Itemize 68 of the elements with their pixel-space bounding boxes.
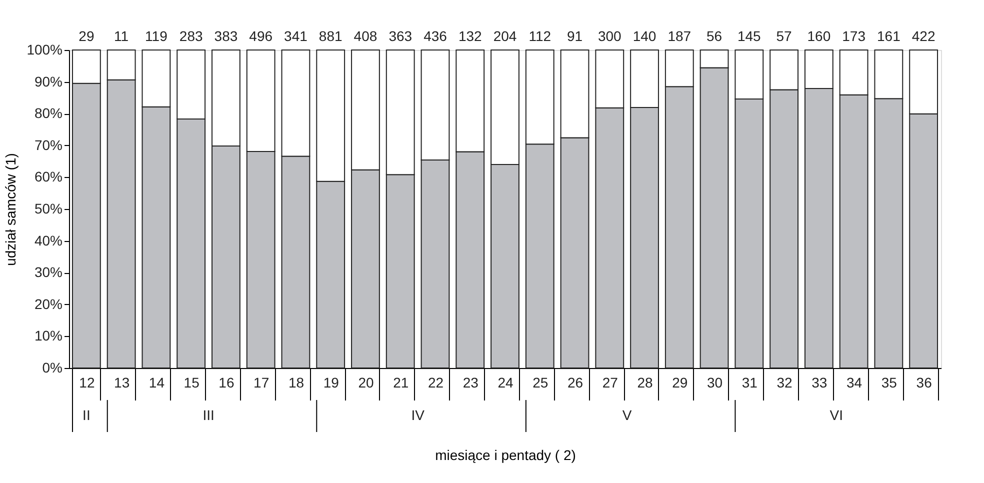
annotation: 408 — [354, 28, 378, 44]
x-tick-label: 36 — [916, 374, 932, 390]
x-tick-label: 30 — [706, 374, 723, 390]
x-tick-label: 33 — [812, 374, 828, 390]
y-tick-label: 30% — [34, 264, 62, 280]
annotation: 436 — [424, 28, 448, 44]
x-tick-label: 31 — [742, 374, 758, 390]
annotation: 204 — [493, 28, 517, 44]
text: III — [202, 407, 214, 423]
y-tick-label: 60% — [34, 168, 62, 185]
x-tick-label: 24 — [498, 374, 514, 390]
x-tick-label: 34 — [846, 374, 862, 390]
x-tick-label: 17 — [254, 374, 270, 390]
x-tick-label: 35 — [881, 374, 898, 390]
y-tick-label: 10% — [34, 328, 62, 344]
y-tick-label: 70% — [34, 136, 62, 153]
x-tick-label: 21 — [393, 374, 409, 390]
annotation: 112 — [528, 28, 552, 44]
x-tick-label: 18 — [288, 374, 304, 390]
x-tick-label: 25 — [532, 374, 548, 390]
annotation: 341 — [284, 28, 308, 44]
x-tick-label: 19 — [323, 374, 340, 390]
text: IV — [411, 407, 426, 423]
y-tick-label: 40% — [34, 232, 62, 248]
x-tick-label: 23 — [462, 374, 479, 390]
x-tick-label: 32 — [776, 374, 793, 390]
annotation: 91 — [566, 28, 583, 44]
x-tick-label: 26 — [567, 374, 584, 390]
annotation: 300 — [598, 28, 622, 44]
annotation: 160 — [807, 28, 831, 44]
annotation: 422 — [912, 28, 936, 44]
annotation: 283 — [179, 28, 203, 44]
annotation: 56 — [706, 28, 722, 44]
annotation: 496 — [249, 28, 273, 44]
annotation: 881 — [318, 28, 342, 44]
annotation: 29 — [78, 28, 94, 44]
annotation: 140 — [632, 28, 656, 44]
x-tick-label: 12 — [79, 374, 95, 390]
y-tick-label: 20% — [34, 296, 62, 312]
text: VI — [830, 407, 843, 423]
y-tick-label: 90% — [34, 73, 62, 90]
x-axis-title: miesiące i pentady ( 2) — [435, 447, 576, 463]
y-tick-label: 80% — [34, 105, 62, 122]
x-tick-label: 29 — [672, 374, 688, 390]
x-tick-label: 27 — [602, 374, 618, 390]
annotation: 119 — [145, 28, 168, 44]
x-tick-label: 28 — [637, 374, 654, 390]
annotation: 187 — [668, 28, 692, 44]
annotation: 132 — [458, 28, 482, 44]
annotation: 161 — [877, 28, 901, 44]
annotation: 173 — [842, 28, 866, 44]
x-tick-label: 16 — [218, 374, 234, 390]
annotation: 57 — [776, 28, 792, 44]
y-axis-title: udział samców (1) — [2, 153, 19, 266]
x-tick-label: 22 — [428, 374, 444, 390]
annotation: 145 — [737, 28, 762, 44]
y-tick-label: 50% — [34, 200, 62, 216]
y-tick-label: 0% — [42, 360, 62, 376]
annotation: 363 — [388, 28, 412, 44]
annotation: 383 — [214, 28, 238, 44]
text: V — [622, 407, 632, 423]
x-tick-label: 13 — [114, 374, 130, 390]
x-tick-label: 20 — [358, 374, 374, 390]
y-tick-label: 100% — [26, 42, 62, 58]
text: II — [82, 407, 90, 423]
annotation: 11 — [114, 28, 129, 44]
x-tick-label: 15 — [184, 374, 200, 390]
x-tick-label: 14 — [148, 374, 165, 390]
